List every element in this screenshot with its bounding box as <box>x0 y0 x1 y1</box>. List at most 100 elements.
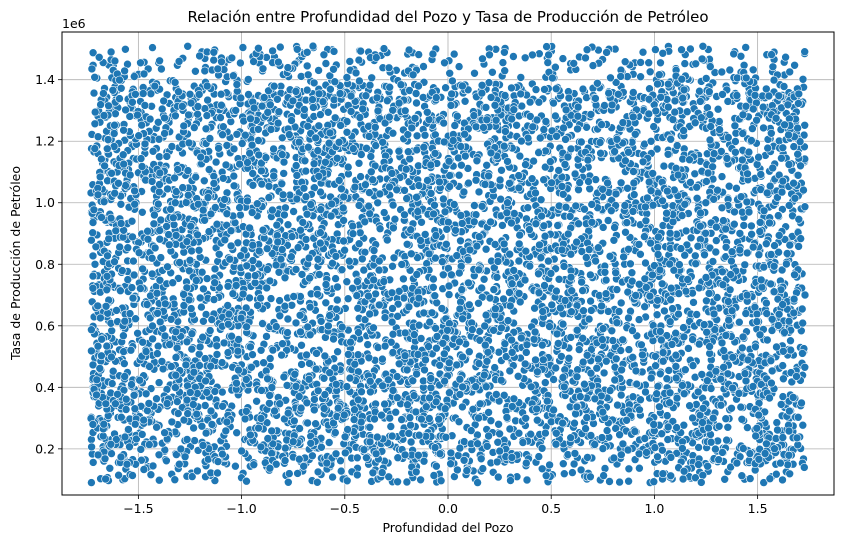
data-point <box>560 160 570 169</box>
data-point <box>339 192 349 202</box>
data-point <box>717 172 727 181</box>
data-point <box>145 440 154 449</box>
data-point <box>573 102 583 112</box>
data-point <box>236 58 245 68</box>
data-point <box>515 230 525 240</box>
data-point <box>137 120 146 130</box>
data-point <box>716 147 726 156</box>
data-point <box>536 195 546 204</box>
data-point <box>739 221 749 230</box>
data-point <box>693 387 703 397</box>
data-point <box>279 372 289 382</box>
data-point <box>279 169 289 178</box>
data-point <box>454 268 464 278</box>
data-point <box>719 216 728 225</box>
data-point <box>356 46 366 56</box>
data-point <box>146 384 156 393</box>
data-point <box>274 57 283 67</box>
data-point <box>653 452 662 462</box>
data-point <box>400 106 410 116</box>
data-point <box>176 444 186 454</box>
data-point <box>120 359 129 368</box>
data-point <box>243 196 252 206</box>
data-point <box>280 210 289 220</box>
data-point <box>571 409 580 419</box>
data-point <box>471 122 481 132</box>
data-point <box>342 73 352 82</box>
data-point <box>717 338 727 348</box>
data-point <box>785 240 795 250</box>
data-point <box>301 166 311 176</box>
data-point <box>612 285 622 294</box>
data-point <box>528 50 537 60</box>
data-point <box>648 169 658 178</box>
data-point <box>107 449 116 458</box>
data-point <box>266 294 276 303</box>
data-point <box>380 399 389 409</box>
data-point <box>296 72 306 81</box>
data-point <box>155 152 164 161</box>
data-point <box>459 455 469 465</box>
data-point <box>572 372 582 382</box>
data-point <box>414 81 423 91</box>
data-point <box>90 73 99 82</box>
data-point <box>635 463 644 473</box>
data-point <box>505 424 515 434</box>
data-point <box>88 271 98 281</box>
data-point <box>394 359 404 369</box>
data-point <box>711 247 721 257</box>
data-point <box>268 205 277 215</box>
data-point <box>578 84 588 94</box>
data-point <box>121 44 130 54</box>
data-point <box>671 328 681 338</box>
data-point <box>458 314 467 324</box>
data-point <box>88 283 98 293</box>
data-point <box>200 176 209 186</box>
data-point <box>291 318 301 328</box>
data-point <box>737 343 747 353</box>
data-point <box>624 313 633 323</box>
data-point <box>227 53 237 63</box>
data-point <box>798 75 808 84</box>
data-point <box>449 49 459 59</box>
data-point <box>265 100 275 110</box>
data-point <box>501 127 510 136</box>
data-point <box>695 86 704 96</box>
data-point <box>582 45 592 55</box>
data-point <box>330 113 340 123</box>
data-point <box>231 461 240 471</box>
data-point <box>313 254 323 264</box>
data-point <box>454 170 464 180</box>
data-point <box>631 366 641 376</box>
data-point <box>656 58 665 68</box>
data-point <box>600 464 610 473</box>
data-point <box>763 143 773 153</box>
data-point <box>193 466 202 476</box>
data-point <box>236 210 245 220</box>
data-point <box>744 207 754 217</box>
data-point <box>624 464 634 474</box>
data-point <box>184 138 194 148</box>
data-point <box>586 431 596 440</box>
data-point <box>590 440 600 449</box>
data-point <box>387 431 397 441</box>
data-point <box>611 189 621 199</box>
data-point <box>800 290 810 300</box>
data-point <box>540 85 549 94</box>
data-point <box>339 236 348 246</box>
data-point <box>629 178 639 188</box>
data-point <box>586 270 595 280</box>
data-point <box>492 272 502 282</box>
data-point <box>460 97 470 106</box>
data-point <box>636 395 645 405</box>
data-point <box>781 52 790 62</box>
data-point <box>337 184 346 194</box>
data-point <box>388 261 397 271</box>
data-point <box>219 338 229 348</box>
data-point <box>229 171 239 181</box>
data-point <box>441 83 450 92</box>
data-point <box>393 453 403 463</box>
data-point <box>130 404 140 414</box>
data-point <box>171 111 180 121</box>
data-point <box>138 337 147 347</box>
